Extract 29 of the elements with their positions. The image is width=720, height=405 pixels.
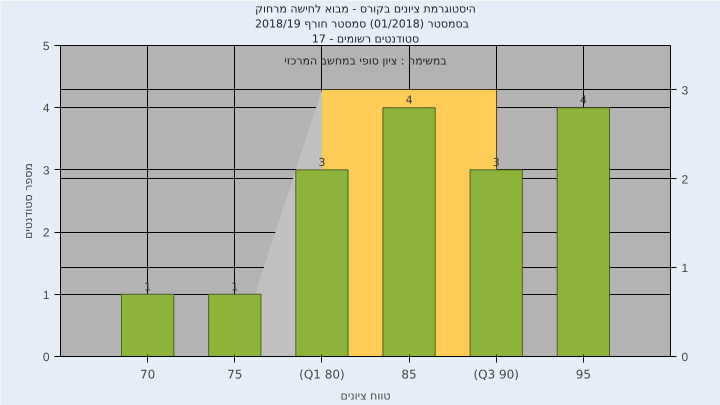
y-tick-label: 2 xyxy=(42,226,50,240)
y-tick-label: 1 xyxy=(42,288,50,302)
x-axis-title: טווח ציונים xyxy=(340,390,390,402)
chart-subtitle: בסמסטר (01/2018) סמסטר חורף 2018/19 xyxy=(255,18,470,30)
y-tick-label: 3 xyxy=(42,163,50,178)
x-tick-label: 95 xyxy=(576,368,592,382)
bar xyxy=(295,169,349,356)
y2-tick-label: 3 xyxy=(682,83,688,98)
data-label: 4 xyxy=(406,94,413,107)
x-tick-label: (Q3 90) xyxy=(473,368,519,382)
x-tick-label: 70 xyxy=(140,368,156,382)
y-tick-label: 0 xyxy=(42,350,50,364)
x-tick-label: 75 xyxy=(227,368,242,382)
y2-tick-label: 2 xyxy=(682,172,688,186)
bar xyxy=(556,107,610,356)
x-tick-label: (Q1 80) xyxy=(299,368,345,382)
bar xyxy=(470,169,523,356)
y-axis-title: מספר סטודנטים xyxy=(22,163,35,239)
data-label: 3 xyxy=(492,156,500,169)
y2-tick-label: 0 xyxy=(682,350,688,364)
y-tick-label: 5 xyxy=(42,39,50,53)
x-tick-label: 85 xyxy=(401,368,417,382)
bar xyxy=(208,294,262,356)
bar xyxy=(121,294,174,356)
bar xyxy=(382,107,436,356)
y2-tick-label: 1 xyxy=(682,261,688,276)
annotation: סטודנטים רשומים - 17 xyxy=(312,32,420,46)
chart-title: היסטוגרמת ציונים בקורס - מבוא לחישה מרחוק xyxy=(255,2,476,16)
y-tick-label: 4 xyxy=(42,101,50,116)
